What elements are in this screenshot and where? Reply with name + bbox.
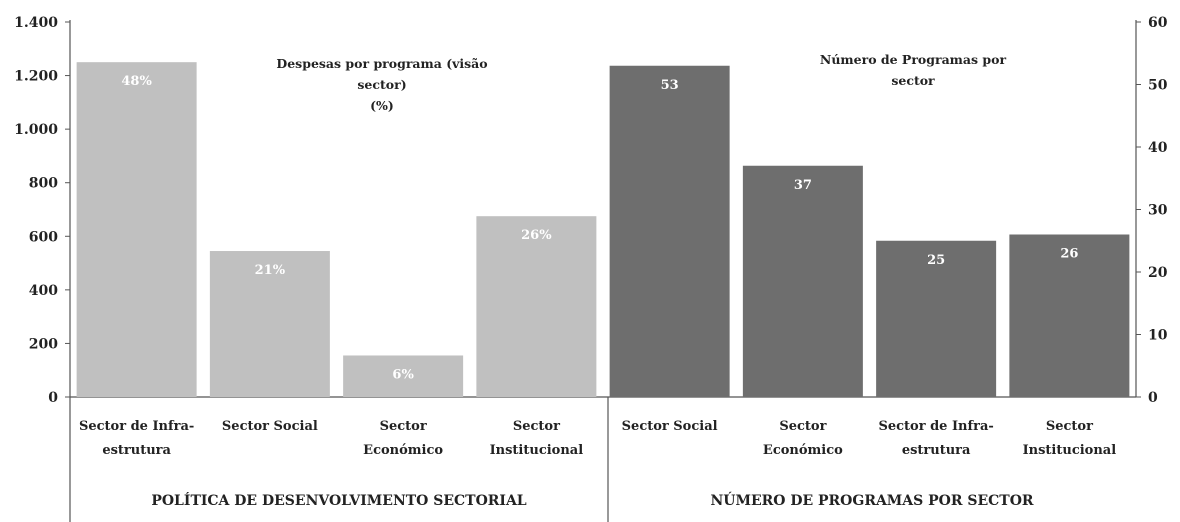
- bar: [876, 240, 997, 397]
- data-label: 25: [927, 253, 945, 268]
- category-label: Sector de Infra-: [878, 419, 993, 434]
- chart-title: sector): [357, 77, 406, 92]
- data-label: 48%: [121, 74, 152, 89]
- category-label: Institucional: [490, 443, 584, 458]
- bar: [209, 251, 330, 397]
- category-label: Sector: [1046, 419, 1093, 434]
- left-tick-label: 200: [29, 336, 58, 352]
- right-tick-label: 60: [1148, 15, 1168, 31]
- category-label: Institucional: [1023, 443, 1117, 458]
- left-tick-label: 1.000: [14, 122, 58, 138]
- left-tick-label: 1.200: [14, 69, 58, 85]
- category-label: Económico: [763, 443, 843, 458]
- bar: [76, 62, 197, 398]
- chart-title: Despesas por programa (visão: [276, 56, 487, 71]
- right-tick-label: 40: [1148, 140, 1168, 156]
- right-tick-label: 30: [1148, 203, 1168, 219]
- chart-title: sector: [891, 73, 935, 88]
- bar: [476, 216, 597, 397]
- left-tick-label: 400: [29, 283, 58, 299]
- bar: [1009, 234, 1130, 397]
- data-label: 37: [794, 178, 812, 193]
- data-label: 26: [1060, 247, 1078, 262]
- data-label: 53: [661, 78, 679, 93]
- category-label: Sector: [380, 419, 427, 434]
- left-tick-label: 600: [29, 229, 58, 245]
- category-label: Sector: [513, 419, 560, 434]
- data-label: 26%: [521, 228, 552, 243]
- right-tick-label: 50: [1148, 78, 1168, 94]
- chart-title: Número de Programas por: [820, 52, 1007, 67]
- right-tick-label: 20: [1148, 265, 1168, 281]
- left-tick-label: 800: [29, 176, 58, 192]
- bar: [343, 355, 464, 397]
- left-tick-label: 0: [48, 390, 58, 406]
- category-label: Sector Social: [622, 419, 718, 434]
- group-label: POLÍTICA DE DESENVOLVIMENTO SECTORIAL: [151, 491, 526, 509]
- category-label: estrutura: [902, 443, 971, 458]
- category-label: Sector de Infra-: [79, 419, 194, 434]
- chart-title: (%): [370, 98, 394, 113]
- category-label: Sector Social: [222, 419, 318, 434]
- bar: [742, 165, 863, 397]
- data-label: 6%: [392, 367, 414, 382]
- group-label: NÚMERO DE PROGRAMAS POR SECTOR: [710, 491, 1033, 509]
- data-label: 21%: [255, 263, 286, 278]
- category-label: estrutura: [102, 443, 171, 458]
- category-label: Sector: [779, 419, 826, 434]
- category-label: Económico: [363, 443, 443, 458]
- right-tick-label: 0: [1148, 390, 1158, 406]
- bar: [609, 65, 730, 397]
- left-tick-label: 1.400: [14, 15, 58, 31]
- right-tick-label: 10: [1148, 328, 1168, 344]
